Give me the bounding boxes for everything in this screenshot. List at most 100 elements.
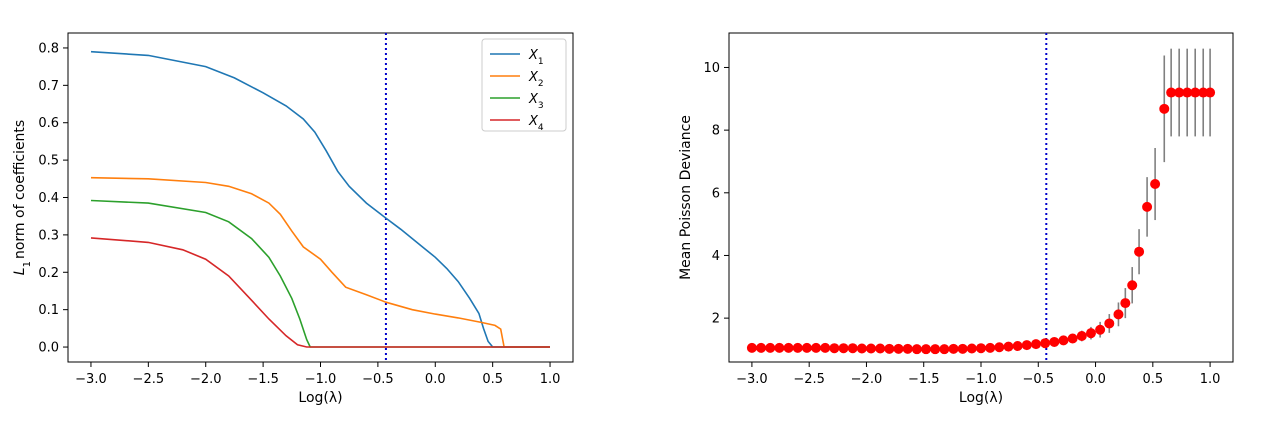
data-point xyxy=(811,342,822,353)
x-tick-label: −0.5 xyxy=(362,372,394,387)
y-tick-label: 0.3 xyxy=(38,228,59,243)
data-point xyxy=(985,342,996,353)
legend-label: X4 xyxy=(528,114,544,133)
data-point xyxy=(976,343,986,354)
data-point xyxy=(1150,179,1161,190)
data-point xyxy=(1127,280,1138,291)
x-tick-label: −1.0 xyxy=(965,372,997,387)
series-line-x4 xyxy=(90,237,550,348)
x-tick-label: −1.5 xyxy=(247,372,279,387)
legend-label: X3 xyxy=(528,92,544,111)
x-tick-label: −3.0 xyxy=(75,372,107,387)
x-tick-label: −2.5 xyxy=(133,372,165,387)
data-point xyxy=(1095,324,1106,335)
data-point xyxy=(1134,246,1145,257)
data-point xyxy=(939,344,950,355)
x-tick-label: −2.0 xyxy=(851,372,883,387)
x-tick-label: 1.0 xyxy=(1200,372,1221,387)
data-point xyxy=(994,342,1005,353)
x-tick-label: −1.5 xyxy=(908,372,940,387)
data-point xyxy=(1040,338,1051,349)
deviance-cv-chart: −3.0 −2.5 −2.0 −1.5 −1.0 −0.5 0.0 0.5 1.0 2 4 6 8 10 L… xyxy=(678,32,1234,406)
x-tick-label: −0.5 xyxy=(1022,372,1054,387)
y-tick-label: 0.8 xyxy=(38,41,59,56)
data-point xyxy=(893,343,904,354)
y-tick-label: 4 xyxy=(712,249,720,264)
legend-label: X2 xyxy=(528,70,544,89)
data-point xyxy=(1058,335,1069,346)
y-tick-label: 0.2 xyxy=(38,266,59,281)
legend-box xyxy=(481,38,567,132)
data-point xyxy=(856,343,867,354)
y-tick-label: 0.5 xyxy=(38,154,59,169)
y-tick-label: 0.1 xyxy=(38,303,59,318)
x-tick-label: 0.5 xyxy=(1142,372,1163,387)
data-point xyxy=(911,344,922,355)
data-point xyxy=(829,343,840,354)
data-point xyxy=(1067,333,1078,344)
data-point xyxy=(1198,87,1209,98)
x-tick-label: 0.0 xyxy=(425,372,446,387)
legend: X1 X2 X3 X4 xyxy=(481,38,567,133)
data-point xyxy=(921,344,932,355)
data-point xyxy=(847,343,858,354)
data-point xyxy=(1021,340,1032,351)
data-point xyxy=(1003,341,1014,352)
coefficient-path-chart: −3.0 −2.5 −2.0 −1.5 −1.0 −0.5 0.0 0.5 1.0 0.0 0.1 0… xyxy=(12,32,574,406)
data-point xyxy=(1159,103,1170,114)
data-point xyxy=(1174,87,1185,98)
x-tick-label: 0.0 xyxy=(1085,372,1106,387)
data-point xyxy=(765,342,776,353)
data-point xyxy=(746,342,757,353)
y-tick-label: 6 xyxy=(712,186,720,201)
data-point xyxy=(1030,339,1041,350)
data-point xyxy=(1113,309,1124,320)
x-axis-label: Log(λ) xyxy=(298,390,342,406)
data-point xyxy=(902,343,913,354)
data-point xyxy=(1085,328,1096,339)
y-tick-label: 2 xyxy=(712,312,720,327)
x-tick-label: 0.5 xyxy=(482,372,503,387)
x-tick-label: −3.0 xyxy=(736,372,768,387)
y-tick-label: 0.6 xyxy=(38,116,59,131)
data-point xyxy=(774,342,785,353)
data-point xyxy=(1142,201,1153,212)
data-point xyxy=(783,342,794,353)
data-point xyxy=(1190,87,1201,98)
data-point xyxy=(875,343,886,354)
data-point xyxy=(838,343,849,354)
y-axis-label: L1norm of coefficients xyxy=(12,120,33,275)
data-point xyxy=(756,342,767,353)
data-point xyxy=(1104,318,1115,329)
data-point xyxy=(1120,298,1131,309)
data-point xyxy=(1076,330,1087,341)
data-point xyxy=(1012,341,1023,352)
legend-label: X1 xyxy=(528,48,544,67)
plot-frame xyxy=(728,32,1234,363)
y-tick-label: 0.7 xyxy=(38,79,59,94)
y-tick-label: 8 xyxy=(712,124,720,139)
x-tick-label: 1.0 xyxy=(540,372,561,387)
data-point xyxy=(1049,336,1060,347)
data-point xyxy=(792,342,803,353)
data-point xyxy=(1166,87,1177,98)
data-point xyxy=(1205,87,1216,98)
y-tick-label: 10 xyxy=(703,61,720,76)
x-axis-label: Log(λ) xyxy=(959,390,1003,406)
data-point xyxy=(948,343,959,354)
y-tick-label: 0.4 xyxy=(38,191,59,206)
series-line-x2 xyxy=(90,176,550,348)
data-point xyxy=(957,343,968,354)
data-point xyxy=(884,343,895,354)
series-line-x3 xyxy=(90,199,550,348)
data-point xyxy=(866,343,877,354)
x-tick-label: −2.0 xyxy=(190,372,222,387)
series-line-x1 xyxy=(90,50,550,348)
x-tick-label: −1.0 xyxy=(305,372,337,387)
data-point xyxy=(966,343,977,354)
data-point xyxy=(930,344,941,355)
data-point xyxy=(1182,87,1193,98)
x-tick-label: −2.5 xyxy=(793,372,825,387)
y-axis-label: Mean Poisson Deviance xyxy=(678,115,694,280)
y-tick-label: 0.0 xyxy=(38,341,59,356)
